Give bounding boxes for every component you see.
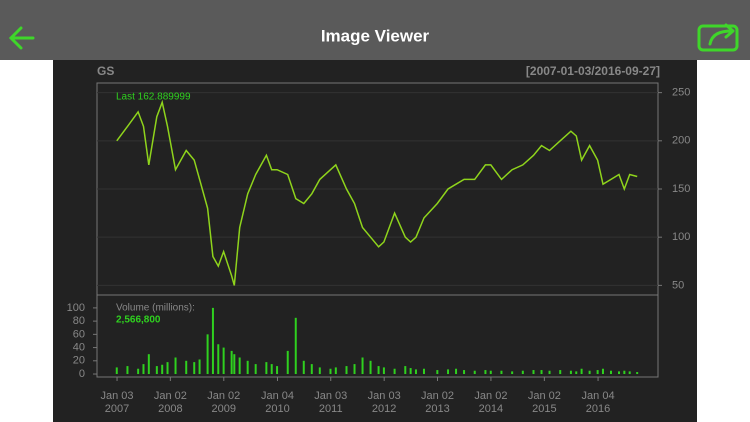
x-tick-year: 2009	[212, 403, 236, 415]
y-tick-label: 50	[672, 279, 684, 291]
panel-frame	[96, 294, 659, 378]
x-tick-year: 2008	[158, 403, 182, 415]
x-tick-label: Jan 03	[101, 390, 134, 402]
y-tick-label: 60	[73, 328, 85, 340]
x-tick-label: Jan 02	[154, 390, 187, 402]
y-tick-label: 20	[73, 355, 85, 367]
volume-title: Volume (millions):	[116, 303, 195, 314]
x-tick-label: Jan 03	[368, 390, 401, 402]
chart-title: GS	[97, 64, 114, 78]
share-button[interactable]	[697, 23, 739, 52]
volume-annotation: 2,566,800	[116, 315, 161, 326]
x-tick-label: Jan 02	[528, 390, 561, 402]
x-tick-year: 2011	[319, 403, 343, 415]
x-tick-label: Jan 02	[207, 390, 240, 402]
chart-subtitle: [2007-01-03/2016-09-27]	[526, 64, 660, 78]
x-tick-year: 2014	[479, 403, 503, 415]
price-line	[116, 99, 638, 286]
x-tick-label: Jan 03	[314, 390, 347, 402]
y-tick-label: 40	[73, 341, 85, 353]
y-tick-label: 100	[672, 231, 690, 243]
y-tick-label: 100	[67, 302, 85, 314]
x-tick-year: 2007	[105, 403, 129, 415]
x-tick-label: Jan 04	[261, 390, 294, 402]
y-tick-label: 200	[672, 135, 690, 147]
y-tick-label: 80	[73, 315, 85, 327]
x-tick-year: 2016	[586, 403, 610, 415]
back-button[interactable]	[8, 26, 35, 50]
x-tick-year: 2010	[265, 403, 289, 415]
y-tick-label: 150	[672, 183, 690, 195]
x-tick-label: Jan 02	[474, 390, 507, 402]
chart: 50 100 150 200 250 GS [2007-01-03/2016-09-27] L…	[67, 64, 691, 415]
last-annotation: Last 162.889999	[116, 92, 191, 103]
chart-image	[53, 60, 697, 422]
x-tick-year: 2013	[425, 403, 449, 415]
nav-bar	[0, 0, 750, 60]
nav-title: Image Viewer	[321, 26, 430, 45]
x-tick-year: 2015	[532, 403, 556, 415]
y-tick-label: 250	[672, 87, 690, 99]
x-tick-label: Jan 02	[421, 390, 454, 402]
x-tick-label: Jan 04	[582, 390, 615, 402]
y-tick-label: 0	[79, 368, 85, 380]
x-tick-year: 2012	[372, 403, 396, 415]
